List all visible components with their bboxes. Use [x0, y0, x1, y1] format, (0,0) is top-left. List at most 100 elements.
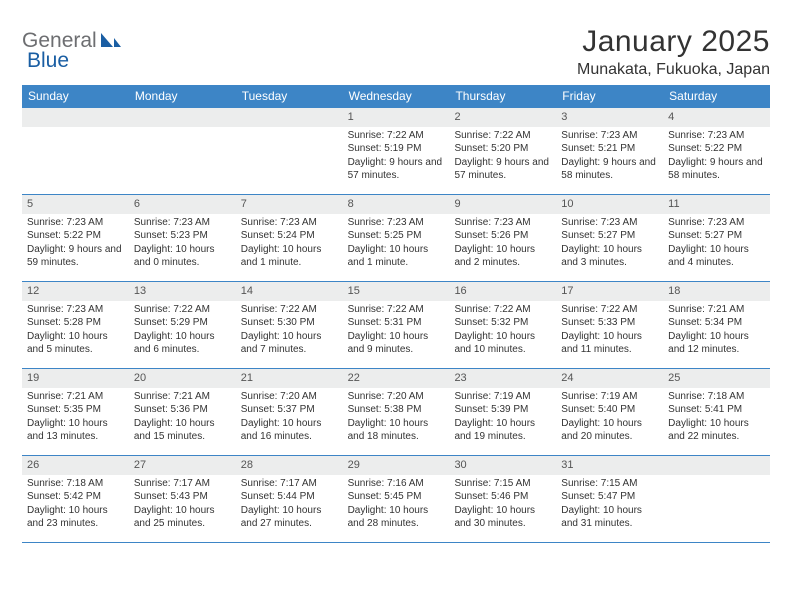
day-body: Sunrise: 7:23 AMSunset: 5:22 PMDaylight:…: [663, 127, 770, 188]
daylight-line: Daylight: 10 hours and 12 minutes.: [668, 330, 765, 357]
day-body: Sunrise: 7:17 AMSunset: 5:43 PMDaylight:…: [129, 475, 236, 536]
sunrise-line: Sunrise: 7:23 AM: [27, 303, 124, 317]
sunrise-line: Sunrise: 7:21 AM: [668, 303, 765, 317]
daylight-line: Daylight: 10 hours and 18 minutes.: [348, 417, 445, 444]
day-body: Sunrise: 7:18 AMSunset: 5:42 PMDaylight:…: [22, 475, 129, 536]
sunrise-line: Sunrise: 7:20 AM: [348, 390, 445, 404]
daylight-line: Daylight: 9 hours and 59 minutes.: [27, 243, 124, 270]
brand-part2: Blue: [27, 49, 69, 72]
day-cell: 2Sunrise: 7:22 AMSunset: 5:20 PMDaylight…: [449, 108, 556, 194]
sunrise-line: Sunrise: 7:15 AM: [561, 477, 658, 491]
day-cell: 22Sunrise: 7:20 AMSunset: 5:38 PMDayligh…: [343, 369, 450, 455]
daylight-line: Daylight: 10 hours and 2 minutes.: [454, 243, 551, 270]
day-number: 14: [236, 282, 343, 301]
daylight-line: Daylight: 10 hours and 22 minutes.: [668, 417, 765, 444]
sunset-line: Sunset: 5:36 PM: [134, 403, 231, 417]
sunrise-line: Sunrise: 7:21 AM: [27, 390, 124, 404]
sunset-line: Sunset: 5:25 PM: [348, 229, 445, 243]
day-cell: 16Sunrise: 7:22 AMSunset: 5:32 PMDayligh…: [449, 282, 556, 368]
day-cell: 6Sunrise: 7:23 AMSunset: 5:23 PMDaylight…: [129, 195, 236, 281]
sunset-line: Sunset: 5:22 PM: [668, 142, 765, 156]
sunrise-line: Sunrise: 7:17 AM: [134, 477, 231, 491]
day-cell: 7Sunrise: 7:23 AMSunset: 5:24 PMDaylight…: [236, 195, 343, 281]
daylight-line: Daylight: 9 hours and 57 minutes.: [454, 156, 551, 183]
day-body: Sunrise: 7:23 AMSunset: 5:21 PMDaylight:…: [556, 127, 663, 188]
sunset-line: Sunset: 5:21 PM: [561, 142, 658, 156]
day-number: 23: [449, 369, 556, 388]
day-body: Sunrise: 7:23 AMSunset: 5:27 PMDaylight:…: [663, 214, 770, 275]
weeks-container: 1Sunrise: 7:22 AMSunset: 5:19 PMDaylight…: [22, 108, 770, 543]
day-cell: [663, 456, 770, 542]
day-number-bar: [129, 108, 236, 127]
sunset-line: Sunset: 5:43 PM: [134, 490, 231, 504]
day-body: Sunrise: 7:22 AMSunset: 5:32 PMDaylight:…: [449, 301, 556, 362]
sunrise-line: Sunrise: 7:23 AM: [454, 216, 551, 230]
day-body: Sunrise: 7:23 AMSunset: 5:22 PMDaylight:…: [22, 214, 129, 275]
sunset-line: Sunset: 5:24 PM: [241, 229, 338, 243]
day-number: 13: [129, 282, 236, 301]
sunset-line: Sunset: 5:28 PM: [27, 316, 124, 330]
weekday-header: Sunday: [22, 85, 129, 108]
day-number: 4: [663, 108, 770, 127]
sunrise-line: Sunrise: 7:23 AM: [27, 216, 124, 230]
sunrise-line: Sunrise: 7:23 AM: [241, 216, 338, 230]
daylight-line: Daylight: 10 hours and 23 minutes.: [27, 504, 124, 531]
sunset-line: Sunset: 5:38 PM: [348, 403, 445, 417]
day-cell: 5Sunrise: 7:23 AMSunset: 5:22 PMDaylight…: [22, 195, 129, 281]
week-row: 1Sunrise: 7:22 AMSunset: 5:19 PMDaylight…: [22, 108, 770, 195]
sunset-line: Sunset: 5:32 PM: [454, 316, 551, 330]
sunset-line: Sunset: 5:42 PM: [27, 490, 124, 504]
day-number-bar: [663, 456, 770, 475]
sunset-line: Sunset: 5:29 PM: [134, 316, 231, 330]
day-number: 8: [343, 195, 450, 214]
day-cell: 4Sunrise: 7:23 AMSunset: 5:22 PMDaylight…: [663, 108, 770, 194]
sunset-line: Sunset: 5:34 PM: [668, 316, 765, 330]
day-cell: 30Sunrise: 7:15 AMSunset: 5:46 PMDayligh…: [449, 456, 556, 542]
day-body: Sunrise: 7:22 AMSunset: 5:33 PMDaylight:…: [556, 301, 663, 362]
month-title: January 2025: [577, 25, 770, 59]
day-number: 1: [343, 108, 450, 127]
sunrise-line: Sunrise: 7:22 AM: [454, 129, 551, 143]
sail-icon: [100, 30, 122, 53]
sunset-line: Sunset: 5:27 PM: [561, 229, 658, 243]
sunrise-line: Sunrise: 7:23 AM: [668, 216, 765, 230]
brand-part2-wrap: Blue: [27, 49, 69, 73]
sunset-line: Sunset: 5:46 PM: [454, 490, 551, 504]
weekday-header: Wednesday: [343, 85, 450, 108]
day-number: 27: [129, 456, 236, 475]
sunset-line: Sunset: 5:35 PM: [27, 403, 124, 417]
sunset-line: Sunset: 5:31 PM: [348, 316, 445, 330]
daylight-line: Daylight: 10 hours and 1 minute.: [241, 243, 338, 270]
day-body: Sunrise: 7:22 AMSunset: 5:20 PMDaylight:…: [449, 127, 556, 188]
sunset-line: Sunset: 5:41 PM: [668, 403, 765, 417]
day-number-bar: [236, 108, 343, 127]
day-cell: 14Sunrise: 7:22 AMSunset: 5:30 PMDayligh…: [236, 282, 343, 368]
day-body: Sunrise: 7:21 AMSunset: 5:34 PMDaylight:…: [663, 301, 770, 362]
day-cell: 15Sunrise: 7:22 AMSunset: 5:31 PMDayligh…: [343, 282, 450, 368]
daylight-line: Daylight: 10 hours and 25 minutes.: [134, 504, 231, 531]
day-cell: 9Sunrise: 7:23 AMSunset: 5:26 PMDaylight…: [449, 195, 556, 281]
day-body: Sunrise: 7:16 AMSunset: 5:45 PMDaylight:…: [343, 475, 450, 536]
weekday-header: Thursday: [449, 85, 556, 108]
weekday-header: Tuesday: [236, 85, 343, 108]
day-body: Sunrise: 7:19 AMSunset: 5:39 PMDaylight:…: [449, 388, 556, 449]
day-cell: [129, 108, 236, 194]
title-block: January 2025 Munakata, Fukuoka, Japan: [577, 25, 770, 79]
daylight-line: Daylight: 9 hours and 58 minutes.: [668, 156, 765, 183]
day-cell: [236, 108, 343, 194]
sunset-line: Sunset: 5:22 PM: [27, 229, 124, 243]
day-number: 11: [663, 195, 770, 214]
daylight-line: Daylight: 10 hours and 19 minutes.: [454, 417, 551, 444]
calendar-grid: SundayMondayTuesdayWednesdayThursdayFrid…: [22, 85, 770, 543]
day-cell: 17Sunrise: 7:22 AMSunset: 5:33 PMDayligh…: [556, 282, 663, 368]
day-body: Sunrise: 7:21 AMSunset: 5:36 PMDaylight:…: [129, 388, 236, 449]
day-body: Sunrise: 7:19 AMSunset: 5:40 PMDaylight:…: [556, 388, 663, 449]
weekday-header: Friday: [556, 85, 663, 108]
daylight-line: Daylight: 10 hours and 0 minutes.: [134, 243, 231, 270]
day-body: Sunrise: 7:15 AMSunset: 5:46 PMDaylight:…: [449, 475, 556, 536]
day-number: 24: [556, 369, 663, 388]
day-cell: 12Sunrise: 7:23 AMSunset: 5:28 PMDayligh…: [22, 282, 129, 368]
daylight-line: Daylight: 10 hours and 16 minutes.: [241, 417, 338, 444]
day-number: 9: [449, 195, 556, 214]
day-body: Sunrise: 7:23 AMSunset: 5:24 PMDaylight:…: [236, 214, 343, 275]
